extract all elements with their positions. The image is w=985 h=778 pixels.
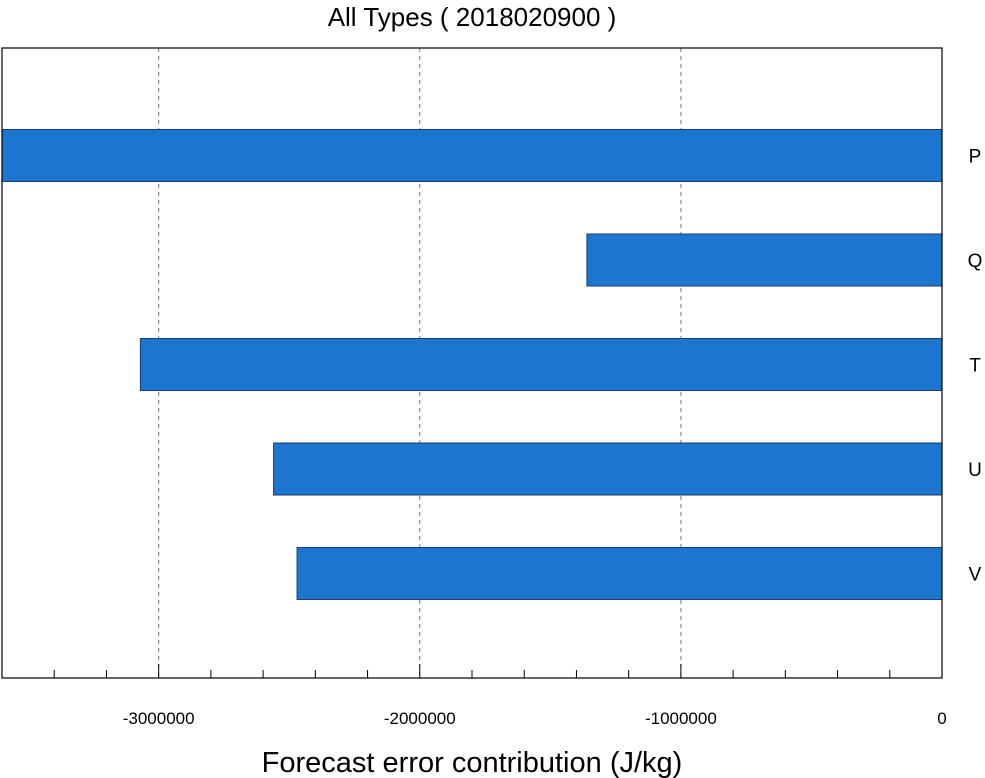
category-label: P [969,147,982,168]
x-axis-label: Forecast error contribution (J/kg) [262,747,683,778]
bar-P [1,129,943,182]
x-tick-label: -3000000 [123,709,195,728]
bar-Q [586,233,943,287]
x-axis-tick-labels: -3000000 -2000000 -1000000 0 [123,709,947,728]
category-label: Q [968,251,983,272]
chart-title: All Types ( 2018020900 ) [328,2,617,32]
bar-V [296,547,943,600]
bars [1,129,943,600]
x-tick-label: -1000000 [645,709,717,728]
bar-U [273,442,943,496]
bar-T [139,338,943,391]
category-label: T [969,356,981,377]
x-tick-label: 0 [937,709,946,728]
category-label: U [968,460,982,481]
category-labels: P Q T U V [968,147,983,586]
x-axis-ticks [1,664,943,678]
category-label: V [969,565,982,586]
x-tick-label: -2000000 [384,709,456,728]
